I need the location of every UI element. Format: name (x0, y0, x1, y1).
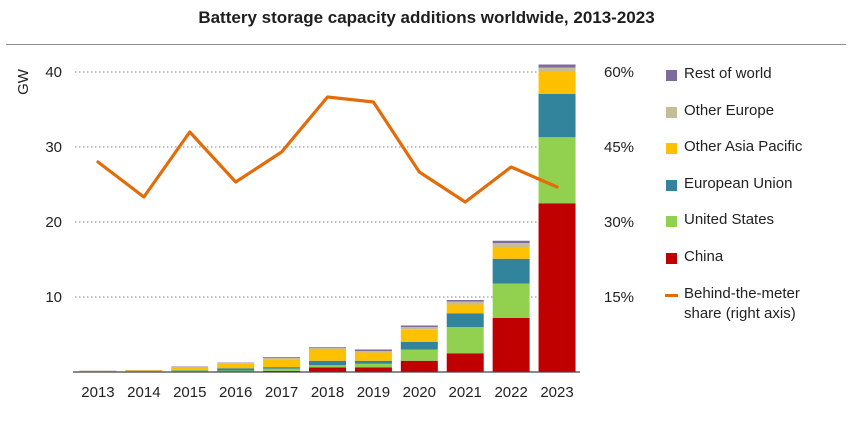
legend-item: United States (666, 210, 846, 247)
bar-segment-other-europe (400, 327, 438, 330)
bar-segment-united-states (263, 368, 301, 371)
bar-segment-european-union (538, 93, 576, 138)
x-tick-label: 2021 (449, 384, 482, 401)
bar-segment-other-europe (354, 351, 392, 353)
bar-segment-united-states (446, 327, 484, 354)
legend-line-swatch (665, 293, 678, 297)
bar-segment-rest-of-world (354, 349, 392, 351)
bar-segment-united-states (400, 349, 438, 361)
bar-segment-rest-of-world (492, 240, 530, 243)
bar-segment-other-asia-pacific (492, 247, 530, 259)
legend-color-swatch (666, 70, 677, 81)
bar-segment-european-union (400, 342, 438, 350)
legend-color-swatch (666, 106, 677, 118)
bar-segment-china (400, 360, 438, 372)
x-tick-label: 2014 (127, 384, 160, 401)
bar-segment-european-union (309, 360, 346, 366)
legend-label: Rest of world (684, 65, 772, 82)
legend-label: United States (684, 211, 775, 229)
bar-segment-other-asia-pacific (354, 352, 392, 361)
bar-segment-other-asia-pacific (400, 329, 438, 342)
bar-segment-other-asia-pacific (446, 304, 484, 314)
legend-label: European Union (684, 174, 793, 192)
x-tick-label: 2019 (357, 384, 390, 401)
y-tick-label: 20 (45, 214, 62, 231)
title-divider (6, 44, 846, 45)
bar-segment-other-europe (492, 243, 530, 248)
chart-legend: Rest of world Other Europe Other Asia Paci… (665, 64, 846, 364)
x-tick-label: 2016 (219, 384, 252, 401)
bar-segment-united-states (492, 283, 530, 318)
bar-segment-china (354, 367, 392, 372)
bar-segment-other-europe (446, 301, 484, 305)
x-tick-label: 2018 (311, 384, 344, 401)
legend-color-swatch (666, 216, 677, 228)
legend-label: Behind-the-meter share (right axis) (684, 284, 800, 322)
bar-segment-rest-of-world (263, 357, 301, 358)
bar-segment-other-europe (171, 366, 209, 368)
y-axis-label: GW (15, 68, 32, 95)
x-tick-label: 2022 (494, 384, 527, 401)
line-series-behind-the-meter-share (96, 95, 559, 204)
bar-segment-other-asia-pacific (538, 72, 576, 94)
bar-segment-other-asia-pacific (263, 359, 301, 368)
bar-segment-rest-of-world (538, 64, 576, 68)
bar-segment-united-states (309, 365, 346, 368)
bar-segment-european-union (354, 360, 392, 364)
bar-segment-united-states (171, 370, 209, 372)
legend-item: Other Asia Pacific (666, 137, 846, 174)
bar-segment-rest-of-world (309, 347, 346, 348)
y2-tick-label: 30% (604, 214, 634, 231)
legend-color-swatch (666, 252, 677, 264)
x-tick-label: 2013 (81, 384, 114, 401)
chart-title: Battery storage capacity additions world… (198, 8, 655, 27)
bar-segment-china (446, 353, 484, 372)
x-tick-label: 2023 (540, 384, 573, 401)
bar-segment-united-states (538, 137, 576, 204)
y-tick-label: 40 (45, 64, 62, 81)
y2-tick-label: 60% (604, 64, 634, 81)
bar-segment-other-europe (538, 67, 576, 72)
y2-tick-label: 15% (604, 289, 634, 306)
bar-segment-other-europe (217, 363, 255, 364)
legend-item: Behind-the-meter share (right axis) (665, 284, 846, 364)
y-tick-label: 30 (45, 139, 62, 156)
bar-segment-other-asia-pacific (309, 349, 346, 361)
legend-color-swatch (666, 179, 677, 191)
y-tick-label: 10 (45, 289, 62, 306)
bar-segment-other-asia-pacific (125, 370, 163, 372)
legend-label: Other Asia Pacific (684, 138, 803, 156)
bar-segment-other-europe (309, 348, 346, 350)
legend-color-swatch (666, 143, 677, 155)
bar-segment-china (492, 318, 530, 372)
bar-segment-european-union (446, 313, 484, 327)
bar-segment-united-states (217, 370, 255, 372)
legend-item: China (666, 247, 846, 284)
bar-segment-china (309, 367, 346, 372)
legend-item: Rest of world (666, 64, 846, 101)
legend-item: Other Europe (666, 101, 846, 138)
bar-segment-china (538, 203, 576, 372)
x-tick-label: 2020 (403, 384, 436, 401)
legend-item: European Union (666, 174, 846, 211)
bar-segment-rest-of-world (400, 325, 438, 327)
legend-label: Other Europe (684, 101, 775, 119)
legend-label: China (684, 247, 724, 265)
x-tick-label: 2015 (173, 384, 206, 401)
bar-segment-rest-of-world (446, 300, 484, 302)
bar-segment-other-asia-pacific (217, 363, 255, 369)
bar-segment-european-union (492, 258, 530, 284)
x-tick-label: 2017 (265, 384, 298, 401)
bar-segment-european-union (217, 368, 255, 371)
bar-segment-other-europe (263, 357, 301, 360)
y2-tick-label: 45% (604, 139, 634, 156)
bar-segment-european-union (263, 367, 301, 369)
bar-segment-other-asia-pacific (171, 367, 209, 371)
bar-segment-united-states (354, 363, 392, 368)
